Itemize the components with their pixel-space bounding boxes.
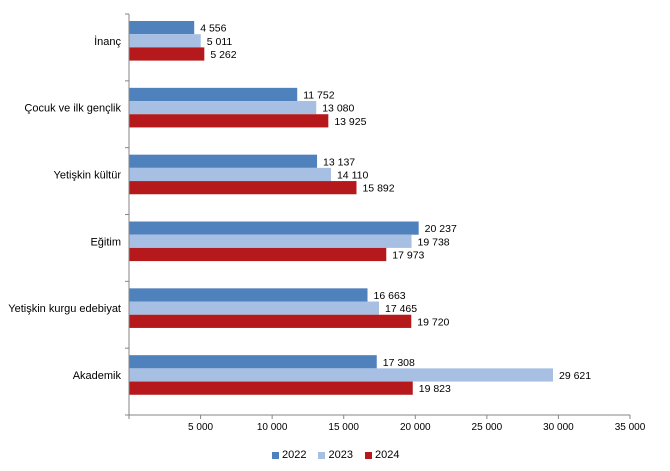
bar-2022-1 (129, 87, 298, 102)
legend-label-2023: 2023 (328, 449, 353, 461)
legend-item-2023: 2023 (318, 449, 353, 461)
legend-swatch-2022 (272, 451, 279, 459)
bar-2022-2 (129, 154, 318, 168)
data-label-2022-3: 20 237 (425, 223, 457, 235)
data-label-2024-4: 19 720 (417, 316, 449, 328)
x-tick-label-5: 30 000 (543, 422, 574, 433)
bar-2024-1 (129, 114, 329, 128)
data-label-2023-5: 29 621 (559, 370, 591, 382)
bar-2022-0 (129, 21, 195, 35)
x-tick-label-4: 25 000 (472, 422, 503, 433)
data-label-2023-2: 14 110 (337, 169, 368, 181)
x-tick-label-3: 20 000 (400, 422, 431, 433)
data-label-2024-2: 15 892 (362, 183, 394, 195)
data-label-2022-5: 17 308 (383, 357, 415, 369)
data-label-2023-0: 5 011 (207, 36, 233, 48)
bar-2023-2 (129, 167, 331, 182)
bar-2022-4 (129, 288, 368, 302)
legend-swatch-2024 (364, 451, 372, 459)
bar-2023-1 (129, 101, 317, 115)
legend-item-2022: 2022 (272, 449, 306, 461)
data-label-2024-3: 17 973 (392, 250, 424, 262)
data-label-2022-2: 13 137 (323, 156, 355, 168)
category-label-4: Yetişkin kurgu edebiyat (8, 303, 121, 315)
x-tick-label-2: 15 000 (328, 422, 359, 433)
bar-2022-3 (129, 221, 419, 235)
bar-2023-3 (129, 234, 412, 248)
data-label-2022-0: 4 556 (200, 23, 226, 35)
data-label-2024-5: 19 823 (419, 383, 451, 395)
category-label-3: Eğitim (90, 236, 121, 248)
bar-2024-4 (129, 314, 412, 328)
bar-2023-4 (129, 301, 379, 315)
category-label-0: İnanç (94, 35, 121, 48)
category-label-2: Yetişkin kültür (54, 169, 122, 181)
legend-swatch-2023 (318, 451, 326, 459)
data-label-2022-4: 16 663 (374, 290, 406, 302)
x-tick-label-1: 10 000 (257, 422, 288, 433)
bar-2024-3 (129, 247, 387, 262)
bar-2024-2 (129, 181, 357, 195)
data-label-2024-0: 5 262 (210, 49, 236, 61)
legend-label-2024: 2024 (374, 449, 400, 461)
data-label-2022-1: 11 752 (303, 89, 334, 101)
legend-item-2024: 2024 (364, 449, 400, 461)
x-tick-label-6: 35 000 (615, 422, 646, 433)
legend: 2022 2023 2024 (272, 449, 399, 461)
bar-2022-5 (129, 355, 377, 369)
bar-2023-0 (129, 34, 201, 48)
data-label-2024-1: 13 925 (334, 116, 366, 128)
category-label-1: Çocuk ve ilk gençlik (24, 103, 121, 115)
data-label-2023-1: 13 080 (322, 103, 354, 115)
legend-label-2022: 2022 (282, 449, 307, 461)
x-tick-label-0: 5 000 (188, 422, 213, 433)
category-label-5: Akademik (73, 370, 122, 382)
data-label-2023-3: 19 738 (418, 236, 450, 248)
bar-2024-5 (129, 381, 413, 395)
bar-2024-0 (129, 47, 205, 61)
bar-2023-5 (129, 368, 554, 382)
data-label-2023-4: 17 465 (385, 303, 417, 315)
